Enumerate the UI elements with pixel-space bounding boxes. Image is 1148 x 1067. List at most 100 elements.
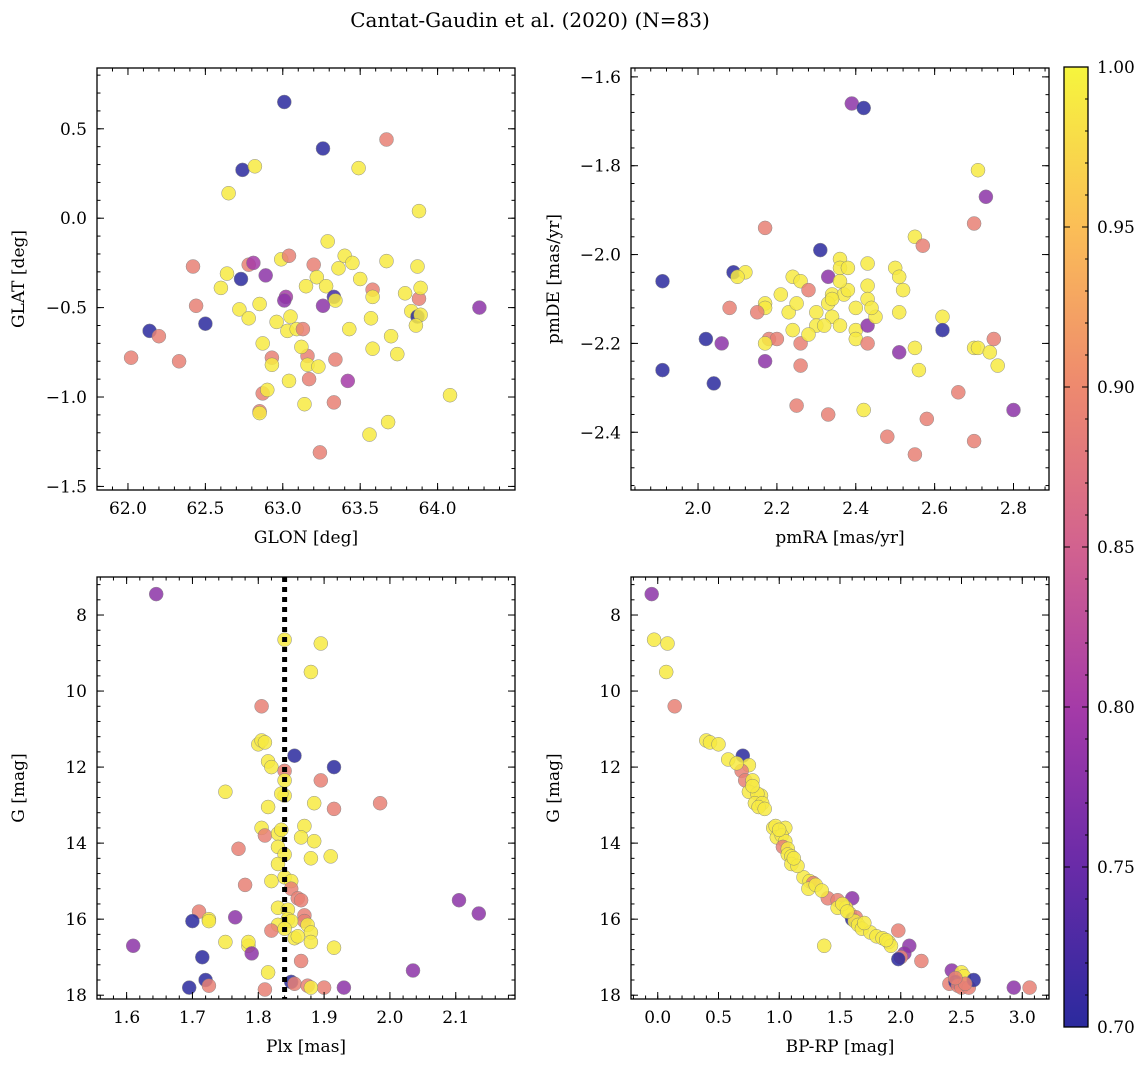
plx_g-point [264, 873, 279, 889]
pmra_pmde-point [749, 305, 765, 320]
glon_glat-point [397, 286, 413, 301]
plx_g-point [290, 929, 306, 944]
plx_g-point [303, 664, 319, 680]
plx_g-point [336, 980, 352, 995]
glon_glat-point [352, 271, 368, 287]
plx_g-point [293, 953, 309, 969]
bprp_g-ytick-label: 16 [599, 910, 621, 930]
glon_glat-point [171, 354, 187, 369]
glon_glat-point [442, 387, 458, 403]
plx_g-point [303, 980, 319, 995]
figure-title: Cantat-Gaudin et al. (2020) (N=83) [350, 8, 710, 32]
bprp_g-point [771, 822, 787, 838]
bprp_g-ytick-label: 8 [610, 606, 621, 626]
glon_glat-point [351, 160, 366, 176]
pmra_pmde-point [982, 345, 998, 360]
plx_g-point [293, 892, 309, 908]
bprp_g-point [644, 586, 659, 602]
plx_g-point [326, 759, 342, 775]
glon_glat-point [232, 302, 247, 317]
glon_glat-point [408, 318, 424, 333]
plx_g-point [323, 849, 338, 864]
bprp_g-point [814, 883, 830, 898]
pmra_pmde-point [706, 376, 722, 391]
plx_g-xtick-label: 2.0 [376, 1008, 403, 1028]
pmra_pmde-point [864, 300, 879, 316]
glon_glat-point [320, 234, 335, 249]
pmra_pmde-point [757, 336, 773, 351]
pmra_pmde-point [907, 340, 923, 356]
glon_glat-point [294, 339, 309, 355]
glon_glat-point [298, 278, 314, 294]
bprp_g-xtick-label: 2.0 [887, 1008, 914, 1028]
plx_g-point [264, 923, 279, 938]
glon_glat-point [379, 132, 394, 147]
glon_glat-point [306, 257, 321, 272]
pmra_pmde-point [891, 345, 907, 360]
colorbar-tick-label: 0.80 [1097, 698, 1135, 718]
bprp_g-frame [630, 576, 1050, 1000]
pmra_pmde-point [986, 331, 1002, 347]
glon_glat-point [221, 185, 236, 201]
pmra_pmde-point [895, 282, 911, 298]
plx_g-point [303, 934, 319, 950]
glon_glat-point [297, 396, 312, 412]
pmra_pmde-xlabel: pmRA [mas/yr] [775, 528, 904, 548]
pmra_pmde-point [860, 336, 875, 351]
plx_g-point [227, 910, 243, 925]
plx_g-point [148, 586, 164, 602]
bprp_g-ytick-label: 12 [599, 758, 621, 778]
glon_glat-point [365, 341, 380, 356]
plx_g-point [181, 980, 197, 995]
pmra_pmde-point [773, 287, 789, 302]
pmra_pmde-point [832, 318, 848, 333]
pmra_pmde-point [785, 322, 800, 338]
pmra_pmde-ytick-label: −2.2 [580, 334, 621, 354]
plx_g-point [264, 759, 279, 775]
glon_glat-point [362, 427, 377, 442]
plx_g-point [218, 934, 233, 950]
glon_glat-point [151, 328, 167, 344]
pmra_pmde-point [891, 305, 907, 320]
plot-bprp-g: 0.0 0.5 1.0 1.5 2.0 2.5 3.0 8 10 12 14 16 18 BP-RP [m… [544, 576, 1050, 1057]
bprp_g-point [757, 801, 772, 817]
glon_glat-ytick-label: 0.5 [60, 120, 87, 140]
bprp_g-point [646, 632, 662, 647]
glon_glat-xtick-label: 64.0 [419, 499, 457, 519]
glon_glat-point [380, 414, 396, 430]
bprp_g-point [857, 915, 872, 931]
plx_g-point [260, 799, 276, 815]
pmra_pmde-xtick-label: 2.0 [685, 499, 712, 519]
plx_g-ytick-label: 10 [65, 682, 87, 702]
colorbar-tick-label: 0.95 [1097, 218, 1135, 238]
bprp_g-point [660, 636, 675, 651]
colorbar-tick-label: 0.85 [1097, 538, 1135, 558]
glon_glat-frame [96, 67, 516, 491]
plx_g-point [372, 795, 388, 811]
plx_g-point [195, 949, 210, 965]
glon_glat-point [328, 293, 343, 308]
pmra_pmde-point [880, 429, 895, 444]
plx_g-xtick-label: 1.7 [179, 1008, 206, 1028]
pmra_pmde-ytick-label: −1.8 [580, 157, 621, 177]
pmra_pmde-point [820, 407, 836, 422]
bprp_g-point [948, 970, 963, 986]
plx_g-xtick-label: 1.6 [113, 1008, 140, 1028]
plx_g-frame [96, 576, 516, 1000]
glon_glat-point [342, 321, 357, 337]
glon_glat-point [301, 371, 317, 387]
glon_glat-xtick-label: 63.0 [264, 499, 302, 519]
bprp_g-xtick-label: 1.5 [826, 1008, 853, 1028]
plx_g-point [260, 965, 276, 980]
pmra_pmde-point [813, 242, 828, 258]
plx_g-ytick-label: 18 [65, 986, 87, 1006]
glon_glat-point [328, 352, 343, 367]
glon_glat-point [411, 203, 427, 219]
plx_g-ytick-label: 14 [65, 834, 87, 854]
glon_glat-point [312, 445, 328, 460]
bprp_g-xtick-label: 1.0 [766, 1008, 793, 1028]
pmra_pmde-xtick-label: 2.4 [842, 499, 869, 519]
bprp_g-ytick-label: 10 [599, 682, 621, 702]
glon_glat-point [413, 280, 428, 296]
glon_glat-point [363, 311, 379, 326]
